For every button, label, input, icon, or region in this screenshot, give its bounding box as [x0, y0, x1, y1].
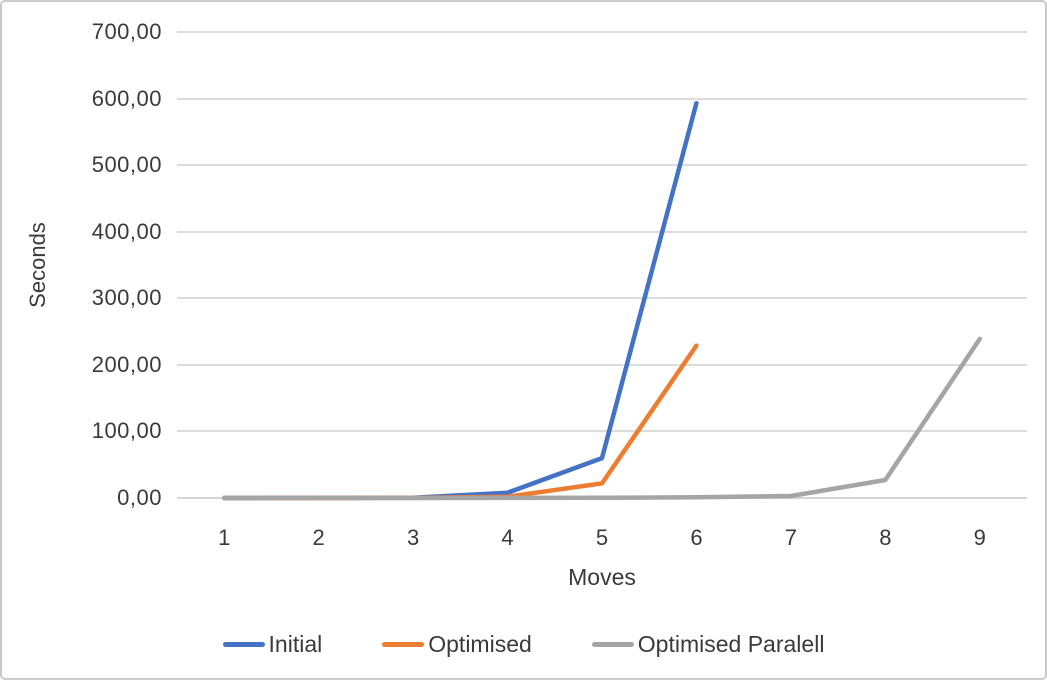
x-tick-label: 8	[879, 525, 892, 550]
y-tick-label: 700,00	[91, 19, 162, 44]
legend-item-optimised-paralell: Optimised Paralell	[591, 631, 825, 658]
legend-label: Initial	[268, 631, 323, 657]
gridline	[177, 31, 1027, 33]
gridline	[177, 230, 1027, 233]
legend-item-initial: Initial	[222, 631, 323, 658]
x-tick-label: 3	[406, 525, 420, 550]
x-tick-label: 1	[218, 525, 231, 550]
gridline	[177, 430, 1027, 433]
chart-legend: Initial Optimised Optimised Paralell	[2, 631, 1045, 658]
series-line-initial	[221, 100, 699, 501]
x-axis-title: Moves	[568, 564, 636, 590]
y-tick-label: 0,00	[117, 485, 162, 510]
gridline	[177, 297, 1027, 300]
x-tick-label: 7	[784, 525, 797, 550]
x-tick-label: 5	[595, 525, 609, 550]
legend-label: Optimised Paralell	[637, 631, 825, 657]
series-lines	[221, 100, 983, 501]
legend-line-swatch	[591, 642, 634, 647]
legend-label: Optimised	[428, 631, 532, 657]
y-tick-label: 100,00	[91, 418, 162, 444]
y-tick-label: 200,00	[91, 351, 162, 377]
y-tick-label: 300,00	[91, 285, 162, 311]
x-tick-label: 4	[501, 525, 514, 550]
x-tick-label: 6	[690, 525, 703, 550]
gridline	[177, 164, 1027, 167]
legend-item-optimised: Optimised	[382, 631, 532, 658]
legend-line-swatch	[222, 642, 265, 647]
x-tick-label: 9	[973, 525, 986, 550]
y-tick-label: 400,00	[91, 218, 162, 244]
legend-line-swatch	[382, 642, 425, 647]
plot-area	[177, 31, 1027, 501]
x-tick-label: 2	[312, 525, 325, 550]
gridline	[177, 363, 1027, 366]
y-tick-label: 500,00	[91, 152, 162, 178]
y-tick-label: 600,00	[91, 85, 162, 111]
series-line-optimised-paralell	[221, 336, 983, 501]
gridline	[177, 97, 1027, 100]
